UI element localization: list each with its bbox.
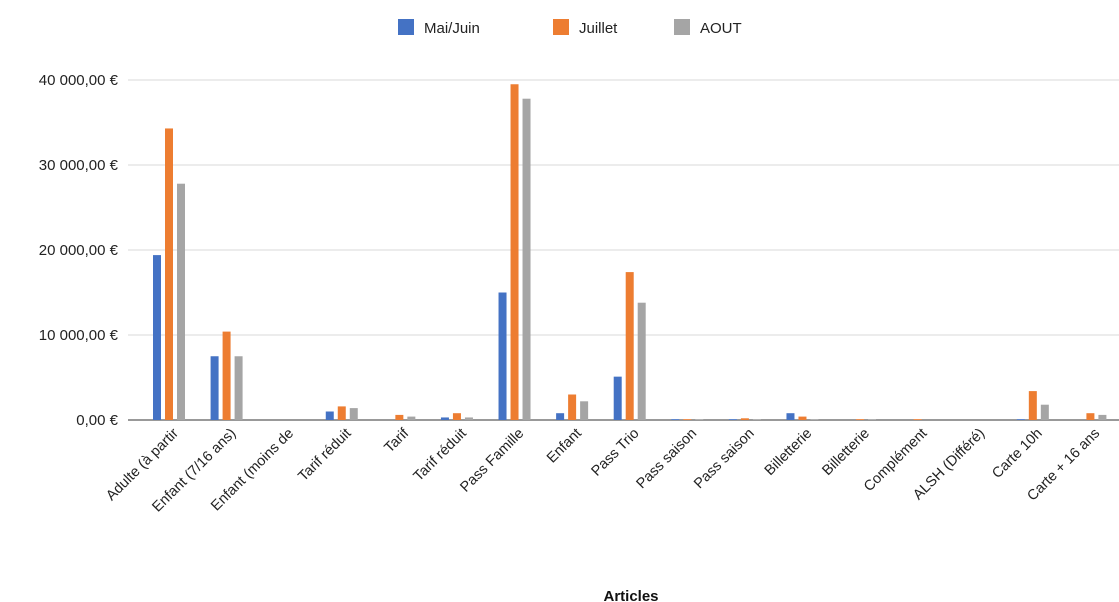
bar-aout-0: [177, 183, 185, 420]
x-tick-label: Pass saison: [634, 426, 701, 493]
y-axis-tick-labels: 0,00 € 10 000,00 € 20 000,00 € 30 000,00 € 4…: [39, 72, 119, 429]
bar-aout-5: [464, 417, 473, 420]
bar-mai-juin-3: [325, 411, 334, 420]
legend-swatch-juillet: [553, 19, 569, 35]
y-tick-label: 0,00 €: [76, 412, 118, 429]
bar-mai-juin-7: [556, 413, 565, 420]
x-tick-label: Pass saison: [691, 426, 758, 493]
legend-label: AOUT: [700, 20, 742, 37]
bar-aout-9: [695, 419, 704, 420]
y-tick-label: 10 000,00 €: [39, 327, 119, 344]
y-tick-label: 20 000,00 €: [39, 242, 119, 259]
gridlines: [128, 79, 1119, 421]
legend-swatch-aout: [674, 19, 690, 35]
bar-aout-10: [752, 419, 761, 420]
bar-mai-juin-11: [786, 413, 795, 420]
bar-aout-1: [234, 356, 243, 420]
bar-juillet-6: [510, 84, 519, 420]
legend: Mai/Juin Juillet AOUT: [398, 19, 742, 37]
bar-mai-juin-5: [440, 417, 449, 420]
bar-mai-juin-9: [671, 419, 680, 420]
bar-juillet-9: [683, 419, 692, 420]
bar-aout-3: [349, 408, 358, 420]
bar-mai-juin-0: [153, 255, 161, 420]
bar-juillet-13: [913, 419, 922, 420]
legend-label: Juillet: [579, 20, 618, 37]
y-tick-label: 30 000,00 €: [39, 157, 119, 174]
bar-juillet-0: [165, 128, 173, 420]
x-tick-label: Billetterie: [819, 426, 872, 479]
bar-juillet-11: [798, 416, 807, 420]
x-tick-label: Tarif: [381, 425, 412, 456]
x-axis-title: Articles: [603, 588, 658, 602]
bar-aout-11: [810, 419, 819, 420]
x-tick-label: Pass Trio: [588, 426, 642, 480]
bar-mai-juin-6: [498, 292, 507, 420]
bars: [153, 84, 1107, 420]
bar-aout-4: [407, 416, 416, 420]
bar-aout-15: [1040, 404, 1049, 420]
bar-juillet-4: [395, 414, 404, 420]
x-tick-label: Tarif réduit: [411, 426, 470, 485]
bar-aout-7: [580, 401, 589, 420]
y-tick-label: 40 000,00 €: [39, 72, 119, 89]
bar-mai-juin-1: [210, 356, 219, 420]
legend-label: Mai/Juin: [424, 20, 480, 37]
bar-aout-6: [522, 98, 531, 420]
bar-juillet-5: [452, 413, 461, 420]
bar-juillet-7: [568, 394, 577, 420]
bar-juillet-3: [337, 406, 346, 420]
x-tick-label: Billetterie: [762, 426, 815, 479]
bar-juillet-10: [740, 418, 749, 420]
bar-mai-juin-15: [1016, 419, 1025, 420]
x-tick-label: Carte 10h: [989, 426, 1045, 482]
bar-juillet-15: [1028, 391, 1037, 420]
bar-aout-12: [868, 419, 877, 420]
legend-swatch-mai-juin: [398, 19, 414, 35]
x-tick-label: Enfant: [544, 426, 585, 467]
bar-juillet-8: [625, 272, 634, 420]
bar-juillet-12: [856, 419, 865, 420]
bar-aout-8: [637, 302, 646, 420]
x-tick-label: Tarif réduit: [295, 426, 354, 485]
bar-mai-juin-10: [728, 419, 737, 420]
bar-juillet-1: [222, 331, 231, 420]
bar-mai-juin-8: [613, 376, 622, 420]
bar-juillet-16: [1086, 413, 1095, 420]
bar-aout-16: [1098, 414, 1107, 420]
